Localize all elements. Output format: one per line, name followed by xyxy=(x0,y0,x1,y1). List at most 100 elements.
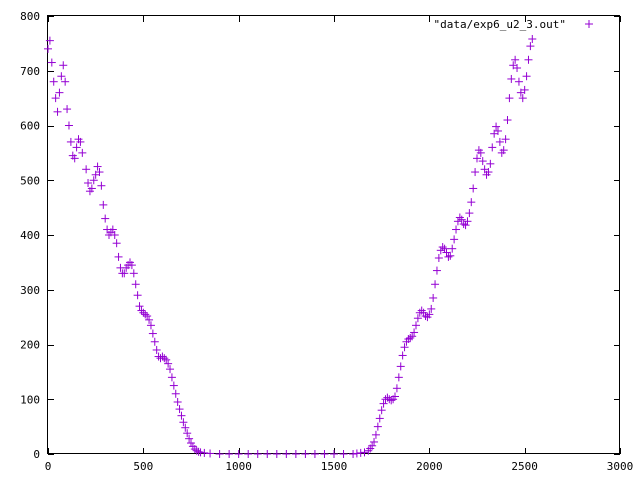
data-point xyxy=(432,266,441,275)
data-point xyxy=(503,116,512,125)
data-point xyxy=(400,343,409,352)
data-point xyxy=(164,359,173,368)
data-point xyxy=(371,430,380,439)
data-point xyxy=(495,137,504,146)
data-point xyxy=(368,441,377,450)
data-points xyxy=(44,34,537,458)
legend-marker xyxy=(585,20,593,28)
data-point xyxy=(150,337,159,346)
data-point xyxy=(137,306,146,315)
data-point xyxy=(253,450,262,458)
data-point xyxy=(493,126,502,135)
data-point xyxy=(84,178,93,187)
data-point xyxy=(55,88,64,97)
data-point xyxy=(99,200,108,209)
data-point xyxy=(141,310,150,319)
data-point xyxy=(330,450,338,458)
data-point xyxy=(455,213,464,222)
axis-tick-labels: 0 500 1000 1500 2000 2500 3000 0 100 200 300 400 500… xyxy=(20,10,633,473)
data-point xyxy=(135,302,144,311)
data-point xyxy=(425,310,434,319)
data-point xyxy=(463,217,472,226)
data-point xyxy=(528,34,537,43)
data-point xyxy=(215,450,224,458)
data-point xyxy=(442,248,451,257)
data-point xyxy=(436,246,445,255)
data-point xyxy=(431,280,440,289)
data-point xyxy=(349,450,358,458)
data-point xyxy=(360,448,369,457)
data-point xyxy=(76,137,85,146)
data-point xyxy=(187,439,195,448)
data-point xyxy=(160,354,169,363)
y-tick-label: 0 xyxy=(33,448,40,461)
data-point xyxy=(507,74,516,83)
data-point xyxy=(429,293,438,302)
data-point xyxy=(450,235,459,244)
data-point xyxy=(398,351,407,360)
data-point xyxy=(514,77,523,86)
data-point xyxy=(192,446,201,455)
data-point xyxy=(143,312,152,321)
x-tick-label: 2000 xyxy=(416,460,443,473)
data-point xyxy=(518,94,527,103)
data-point xyxy=(95,168,104,177)
data-point xyxy=(452,225,461,234)
data-point xyxy=(421,312,430,321)
data-point xyxy=(427,304,436,313)
plot-frame xyxy=(47,15,620,454)
data-point xyxy=(499,146,508,155)
data-point xyxy=(78,148,87,157)
legend: "data/exp6_u2_3.out" xyxy=(434,18,593,31)
data-point xyxy=(419,308,428,317)
axis-ticks xyxy=(48,16,621,455)
data-point xyxy=(53,107,62,116)
data-point xyxy=(171,389,180,398)
data-point xyxy=(440,244,449,253)
data-point xyxy=(467,198,476,207)
data-point xyxy=(66,137,75,146)
data-point xyxy=(413,314,422,323)
data-point xyxy=(465,209,474,218)
data-point xyxy=(356,448,365,457)
data-point xyxy=(505,94,514,103)
data-point xyxy=(133,291,142,300)
data-point xyxy=(476,148,485,157)
data-point xyxy=(173,397,182,406)
y-tick-label: 200 xyxy=(20,339,40,352)
data-point xyxy=(139,308,148,317)
data-point xyxy=(444,252,453,261)
data-point xyxy=(411,321,420,330)
data-point xyxy=(473,154,481,163)
data-point xyxy=(448,244,457,253)
data-point xyxy=(225,450,234,458)
data-point xyxy=(484,168,493,177)
data-point xyxy=(272,450,281,458)
y-tick-label: 500 xyxy=(20,174,40,187)
data-point xyxy=(501,135,510,144)
data-point xyxy=(410,328,419,337)
data-point xyxy=(352,449,361,458)
data-point xyxy=(108,225,117,234)
data-point xyxy=(196,448,205,457)
data-point xyxy=(375,414,384,423)
data-point xyxy=(44,44,52,53)
data-point xyxy=(45,36,54,45)
data-point xyxy=(234,450,243,458)
data-point xyxy=(291,450,300,458)
data-point xyxy=(522,72,531,81)
data-point xyxy=(177,411,186,420)
data-point xyxy=(47,58,56,67)
data-point xyxy=(185,434,194,443)
data-point xyxy=(131,280,140,289)
y-tick-label: 100 xyxy=(20,393,40,406)
data-point xyxy=(63,105,72,114)
data-point xyxy=(146,321,155,330)
data-point xyxy=(82,165,91,174)
data-point xyxy=(120,269,129,278)
data-point xyxy=(478,157,487,166)
data-point xyxy=(457,215,466,224)
y-tick-label: 800 xyxy=(20,10,40,23)
data-point xyxy=(97,181,106,190)
data-point xyxy=(417,306,426,315)
